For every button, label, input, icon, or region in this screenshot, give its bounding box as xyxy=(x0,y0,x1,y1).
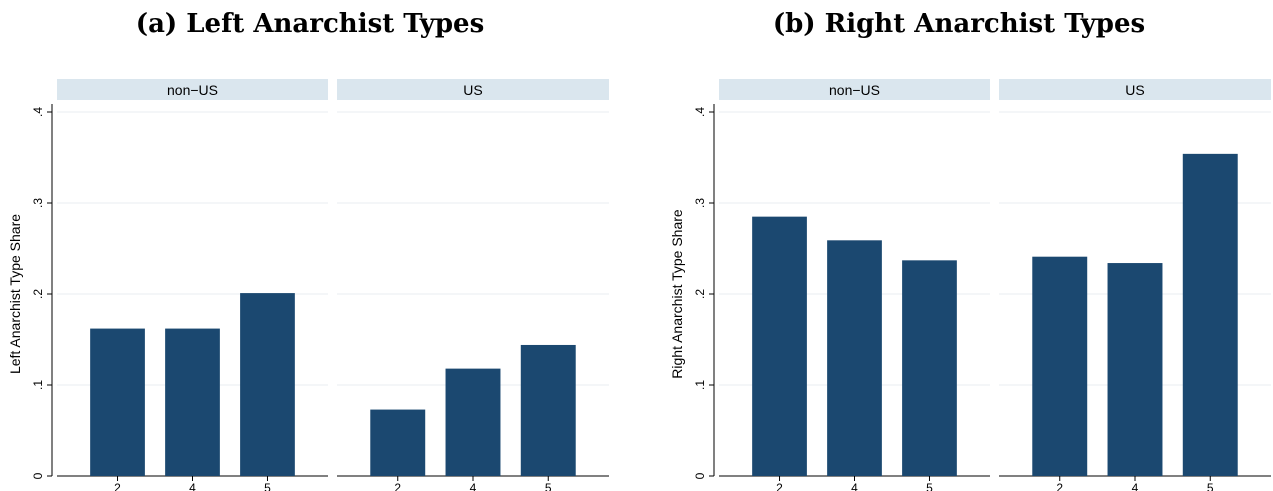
x-tick-label: 4 xyxy=(1132,481,1139,491)
bar-5 xyxy=(240,293,295,476)
panel-a-title: (a) Left Anarchist Types xyxy=(135,9,485,39)
bar-4 xyxy=(827,240,882,476)
bar-5 xyxy=(520,344,576,476)
facet-label: US xyxy=(1125,82,1144,98)
panel-b-title: (b) Right Anarchist Types xyxy=(772,9,1146,39)
facet-0: non−US 2 4 5 xyxy=(719,79,990,491)
y-tick-label: .1 xyxy=(31,380,45,390)
bar-5 xyxy=(1182,153,1238,477)
facet-label: non−US xyxy=(167,82,218,98)
x-tick-label: 4 xyxy=(851,481,858,491)
facet-label: non−US xyxy=(829,82,880,98)
facet-1: US 2 4 5 xyxy=(999,79,1271,491)
facet-1: US 2 4 5 xyxy=(337,79,609,491)
y-tick-label: 0 xyxy=(31,472,45,479)
bar-5 xyxy=(902,260,957,476)
y-tick-label: .2 xyxy=(693,289,707,299)
x-tick-label: 2 xyxy=(1056,481,1063,491)
bar-4 xyxy=(445,368,501,476)
y-tick-label: .3 xyxy=(693,198,707,208)
x-tick-label: 5 xyxy=(1207,481,1214,491)
bar-4 xyxy=(1107,263,1163,476)
x-tick-label: 2 xyxy=(776,481,783,491)
x-tick-label: 4 xyxy=(189,481,196,491)
bar-2 xyxy=(90,328,145,476)
x-tick-label: 5 xyxy=(926,481,933,491)
y-tick-label: .1 xyxy=(693,380,707,390)
bar-2 xyxy=(752,216,807,476)
y-tick-label: .3 xyxy=(31,198,45,208)
bar-2 xyxy=(1032,256,1088,476)
chart-panel-0: 0 .1 .2 .3 .4 Left Anarchist Type Share non−US… xyxy=(7,79,609,491)
x-tick-label: 4 xyxy=(470,481,477,491)
facet-header xyxy=(337,79,609,100)
facet-header xyxy=(57,79,328,100)
x-tick-label: 2 xyxy=(114,481,121,491)
facet-header xyxy=(999,79,1271,100)
y-axis-title: Right Anarchist Type Share xyxy=(669,209,685,379)
chart-panel-1: 0 .1 .2 .3 .4 Right Anarchist Type Share non−U… xyxy=(669,79,1271,491)
x-tick-label: 5 xyxy=(545,481,552,491)
bar-4 xyxy=(165,328,220,476)
facet-0: non−US 2 4 5 xyxy=(57,79,328,491)
x-tick-label: 5 xyxy=(264,481,271,491)
x-tick-label: 2 xyxy=(394,481,401,491)
y-tick-label: .4 xyxy=(693,107,707,117)
bar-2 xyxy=(370,409,426,476)
y-tick-label: 0 xyxy=(693,472,707,479)
y-tick-label: .2 xyxy=(31,289,45,299)
facet-label: US xyxy=(463,82,482,98)
facet-header xyxy=(719,79,990,100)
y-tick-label: .4 xyxy=(31,107,45,117)
y-axis-title: Left Anarchist Type Share xyxy=(7,214,23,374)
